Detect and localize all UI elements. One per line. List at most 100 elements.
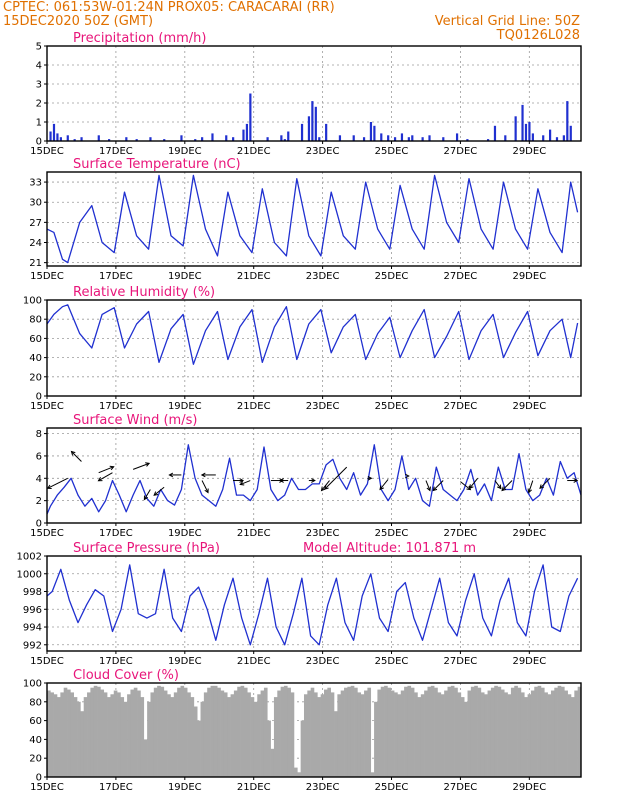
cloud-bar-48 — [207, 687, 211, 777]
cloud-bar-107 — [404, 686, 408, 777]
ytick-label-press-4: 1000 — [17, 569, 42, 580]
wind-arrow-shaft-20 — [425, 480, 431, 491]
cloud-bar-66 — [267, 720, 271, 777]
xtick-label-temp-0: 15DEC — [30, 271, 64, 282]
cloud-bar-72 — [287, 687, 291, 777]
precip-bar-1 — [52, 123, 56, 141]
xtick-label-temp-3: 21DEC — [237, 271, 271, 282]
cloud-bar-31 — [150, 692, 155, 777]
wind-arrow-shaft-5 — [143, 489, 151, 500]
cloud-bar-16 — [100, 689, 105, 777]
ytick-label-rh-5: 100 — [23, 296, 42, 307]
cloud-bar-74 — [293, 767, 298, 777]
xtick-label-press-4: 23DEC — [306, 656, 340, 667]
precip-bar-14 — [194, 139, 197, 141]
cloud-bar-106 — [400, 690, 405, 777]
cloud-bar-21 — [117, 692, 121, 777]
cloud-bar-157 — [570, 697, 575, 777]
cloud-bar-94 — [360, 694, 365, 777]
panel-press: 992 994 996 998 1000 1002 15DEC 17DEC 19DEC 21DEC… — [17, 541, 582, 667]
xtick-label-temp-5: 25DEC — [375, 271, 409, 282]
precip-bar-11 — [149, 137, 152, 141]
wind-arrow-head-20 — [426, 486, 431, 492]
panel-precip: 0 1 2 3 4 5 15DEC 17DEC 19DEC 21DEC 23DEC 25DEC 27DE… — [30, 31, 582, 157]
xtick-label-temp-2: 19DEC — [168, 271, 202, 282]
ytick-label-cloud-2: 40 — [29, 735, 42, 746]
ytick-label-precip-5: 5 — [36, 42, 42, 53]
cloud-bar-95 — [364, 690, 368, 777]
xtick-label-rh-4: 23DEC — [306, 401, 340, 412]
cloud-bar-134 — [494, 685, 498, 777]
cloud-bar-147 — [537, 685, 542, 777]
ytick-label-precip-3: 3 — [36, 80, 42, 91]
cloud-bar-88 — [340, 690, 345, 777]
wind-arrow-head-11 — [239, 481, 245, 486]
xtick-label-press-1: 17DEC — [99, 656, 133, 667]
precip-bar-59 — [562, 135, 565, 141]
wind-arrow-shaft-25 — [501, 480, 513, 491]
panel-title-temp: Surface Temperature (nC) — [73, 157, 241, 172]
cloud-bar-99 — [377, 689, 382, 777]
cloud-bar-148 — [540, 687, 545, 777]
cloud-bar-122 — [454, 687, 458, 777]
wind-arrow-head-21 — [432, 486, 438, 492]
cloud-bar-2 — [53, 694, 58, 777]
cloud-bar-118 — [440, 694, 445, 777]
precip-bar-28 — [311, 101, 314, 141]
cloud-bar-29 — [143, 739, 148, 777]
xtick-label-rh-1: 17DEC — [99, 401, 133, 412]
ytick-label-press-5: 1002 — [17, 552, 42, 563]
cloud-bar-80 — [314, 692, 318, 777]
precip-bar-2 — [56, 133, 59, 141]
cloud-bar-12 — [87, 692, 91, 777]
cloud-bar-123 — [457, 692, 462, 777]
ytick-label-temp-4: 33 — [29, 178, 42, 189]
cloud-bar-69 — [277, 690, 281, 777]
precip-bar-16 — [211, 133, 214, 141]
precip-bar-61 — [569, 125, 572, 141]
cloud-bar-40 — [180, 685, 185, 777]
cloud-bar-67 — [270, 748, 275, 777]
cloud-bar-1 — [50, 692, 54, 777]
cloud-bar-89 — [344, 687, 348, 777]
xtick-label-cloud-6: 27DEC — [444, 782, 478, 793]
cloud-bar-26 — [133, 687, 138, 777]
precip-bar-34 — [362, 137, 366, 141]
cloud-bar-44 — [193, 706, 198, 777]
cloud-bar-98 — [374, 701, 378, 777]
header-left-1: CPTEC: 061:53W-01:24N PROX05: CARACARAI … — [3, 0, 335, 15]
xtick-label-wind-5: 25DEC — [375, 528, 409, 539]
ytick-label-wind-4: 8 — [36, 429, 42, 440]
cloud-bar-49 — [210, 685, 215, 777]
cloud-bar-45 — [197, 720, 201, 777]
xtick-label-rh-7: 29DEC — [512, 401, 546, 412]
cloud-bar-22 — [120, 697, 125, 777]
precip-bar-7 — [97, 135, 100, 141]
ytick-label-rh-2: 40 — [29, 353, 42, 364]
precip-bar-13 — [180, 135, 183, 141]
xtick-label-wind-3: 21DEC — [237, 528, 271, 539]
panel-wind: 0 2 4 6 8 15DEC 17DEC 19DEC 21DEC 23DEC 25DEC 27DEC… — [30, 413, 582, 539]
cloud-bar-125 — [464, 701, 468, 777]
xtick-label-precip-2: 19DEC — [168, 146, 202, 157]
xtick-label-wind-4: 23DEC — [306, 528, 340, 539]
cloud-bar-130 — [480, 692, 485, 777]
ytick-label-cloud-5: 100 — [23, 679, 42, 690]
xtick-label-cloud-4: 23DEC — [306, 782, 340, 793]
cloud-bar-96 — [367, 687, 372, 777]
xtick-label-cloud-0: 15DEC — [30, 782, 64, 793]
panel-cloud: 0 20 40 60 80 100 15DEC 17DEC 19DEC 21DEC 23DEC 25D… — [23, 668, 582, 793]
ytick-label-cloud-4: 80 — [29, 697, 42, 708]
wind-arrow-shaft-3 — [98, 472, 113, 482]
xtick-label-precip-3: 21DEC — [237, 146, 271, 157]
precip-bar-51 — [514, 116, 517, 141]
wind-arrow-head-24 — [497, 484, 502, 490]
cloud-bar-154 — [560, 686, 565, 777]
wind-arrow-shaft-0 — [47, 477, 68, 489]
xtick-label-temp-1: 17DEC — [99, 271, 133, 282]
cloud-bar-18 — [107, 697, 111, 777]
precip-bar-55 — [531, 133, 534, 141]
ytick-label-rh-0: 0 — [36, 392, 42, 403]
cloud-bar-103 — [390, 690, 395, 777]
